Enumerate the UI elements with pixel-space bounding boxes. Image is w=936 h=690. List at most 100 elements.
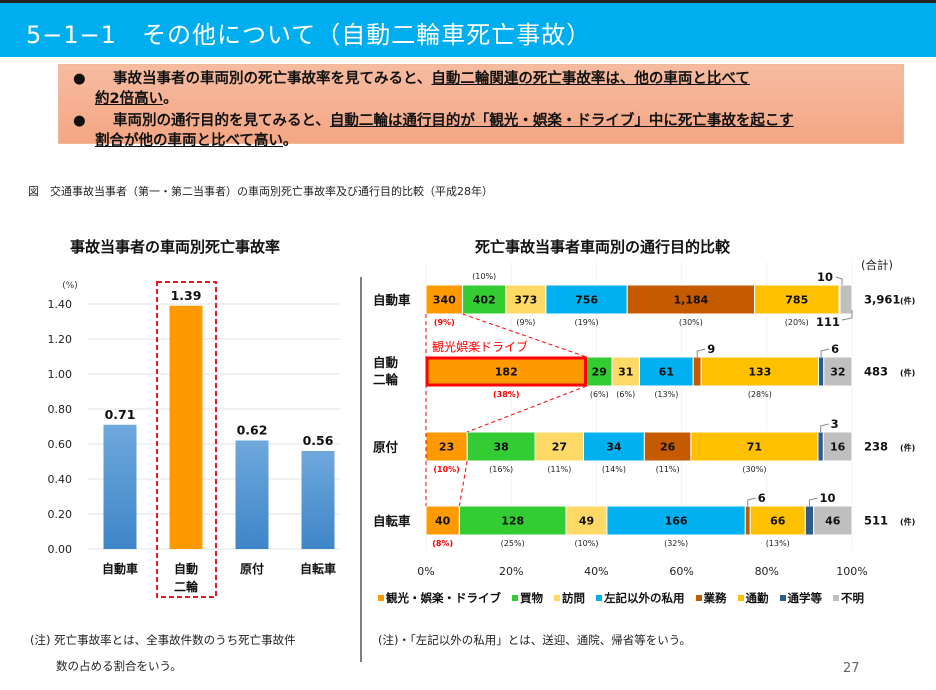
x-tick-label: 自動車 — [102, 561, 138, 576]
y-tick-label: 1.00 — [48, 368, 73, 381]
segment-percent-label: (6%) — [590, 390, 609, 399]
bar-segment — [565, 505, 608, 536]
segment-percent-label: (11%) — [656, 465, 680, 474]
legend-label: 観光・娯楽・ドライブ — [386, 591, 501, 605]
legend-item: 観光・娯楽・ドライブ — [378, 590, 501, 606]
segment-percent-label: (13%) — [766, 539, 790, 548]
legend-swatch — [779, 595, 786, 601]
bar-segment — [700, 356, 819, 387]
segment-value-label: 40 — [435, 515, 451, 528]
row-total-unit: (件) — [900, 517, 915, 527]
bar-segment — [813, 505, 853, 536]
y-tick-label: 0.40 — [48, 473, 73, 486]
legend-item: 買物 — [512, 590, 543, 606]
connector-line — [462, 313, 587, 358]
bar-segment — [638, 356, 694, 387]
legend-item: 左記以外の私用 — [596, 590, 685, 606]
row-total: 238 — [864, 440, 888, 454]
row-total-unit: (件) — [900, 296, 915, 306]
segment-value-label: 373 — [514, 294, 537, 307]
row-total-unit: (件) — [900, 368, 915, 378]
segment-percent-label: (30%) — [742, 465, 766, 474]
legend-item: 訪問 — [554, 590, 585, 606]
category-label: 自動車 — [373, 293, 411, 308]
segment-value-label: 182 — [495, 366, 518, 379]
callout-line — [841, 310, 853, 321]
segment-percent-label: (20%) — [785, 318, 809, 327]
legend-swatch — [596, 595, 602, 601]
page-number: 27 — [843, 661, 860, 676]
segment-value-label: 166 — [665, 515, 688, 528]
summary-box: ● 事故当事者の車両別の死亡事故率を見てみると、自動二輪関連の死亡事故率は、他の… — [58, 64, 904, 149]
callout-line — [747, 497, 756, 506]
legend-swatch — [512, 595, 518, 601]
bar-segment — [692, 356, 702, 387]
segment-percent-label: (10%) — [574, 539, 598, 548]
row-total-unit: (件) — [900, 443, 915, 453]
segment-percent-label: (8%) — [432, 539, 453, 548]
segment-percent-label: (9%) — [434, 318, 455, 327]
x-tick-label: 80% — [755, 565, 779, 578]
x-tick-label: 60% — [669, 565, 693, 578]
bar — [301, 451, 335, 549]
segment-value-label: 29 — [592, 366, 607, 379]
bar-value-label: 0.56 — [303, 433, 334, 448]
x-tick-label: 自動 — [174, 561, 198, 576]
bar-value-label: 1.39 — [171, 288, 202, 303]
connector-line — [466, 385, 587, 433]
top-strip — [0, 0, 936, 3]
y-tick-label: 0.00 — [48, 543, 73, 556]
chart-legend: 観光・娯楽・ドライブ 買物 訪問 左記以外の私用 業務 通勤 通学等 不明 — [378, 590, 864, 606]
bar-segment — [839, 284, 853, 315]
segment-percent-label: (9%) — [516, 318, 535, 327]
x-tick-label: 原付 — [240, 561, 264, 576]
bar-segment — [754, 284, 840, 315]
callout-line — [808, 497, 818, 506]
segment-percent-label: (6%) — [616, 390, 635, 399]
segment-value-label: 402 — [473, 294, 496, 307]
segment-value-label: 23 — [439, 441, 454, 454]
x-tick-label: 自転車 — [300, 561, 336, 576]
legend-swatch — [378, 595, 384, 601]
right-note: (注)・「左記以外の私用」とは、送迎、通院、帰省等をいう。 — [378, 633, 692, 647]
bar-segment — [545, 284, 628, 315]
callout-line — [820, 348, 830, 357]
bar-segment — [458, 505, 567, 536]
segment-percent-label: (38%) — [493, 390, 519, 399]
bar-segment — [586, 356, 613, 387]
highlight-label: 観光娯楽ドライブ — [432, 339, 528, 354]
right-chart-title: 死亡事故当事者車両別の通行目的比較 — [475, 238, 731, 256]
summary-line2: 約2倍高い。 — [95, 91, 178, 107]
segment-value-label: 340 — [433, 294, 456, 307]
legend-swatch — [695, 595, 702, 601]
total-header: (合計) — [861, 258, 893, 272]
legend-label: 買物 — [520, 591, 543, 605]
x-tick-label: 40% — [584, 565, 608, 578]
segment-value-label: 34 — [606, 441, 622, 454]
left-note-line2: 数の占める割合をいう。 — [56, 659, 182, 673]
legend-label: 通勤 — [745, 591, 769, 605]
y-tick-label: 1.40 — [48, 298, 73, 311]
bar-segment — [611, 356, 640, 387]
summary-line: 事故当事者の車両別の死亡事故率を見てみると、自動二輪関連の死亡事故率は、他の車両… — [113, 71, 750, 87]
callout-label: 9 — [707, 342, 715, 356]
category-label: 二輪 — [373, 372, 399, 387]
legend-label: 不明 — [841, 591, 864, 605]
connector-line — [458, 460, 468, 507]
bar-segment — [626, 284, 756, 315]
segment-value-label: 61 — [659, 366, 674, 379]
bar-segment — [823, 356, 853, 387]
segment-percent-label: (10%) — [472, 272, 496, 281]
segment-value-label: 32 — [830, 366, 845, 379]
header-bar: 5−1−1 その他について（自動二輪車死亡事故） — [0, 3, 936, 57]
segment-percent-label: (28%) — [748, 390, 772, 399]
chart-divider — [360, 277, 362, 662]
callout-label: 3 — [831, 417, 839, 431]
x-tick-label: 100% — [836, 565, 867, 578]
page-title: 5−1−1 その他について（自動二輪車死亡事故） — [26, 21, 592, 49]
bar-segment — [749, 505, 806, 536]
segment-value-label: 26 — [660, 441, 676, 454]
segment-value-label: 1,184 — [673, 294, 708, 307]
segment-percent-label: (14%) — [602, 465, 626, 474]
segment-value-label: 128 — [501, 515, 524, 528]
